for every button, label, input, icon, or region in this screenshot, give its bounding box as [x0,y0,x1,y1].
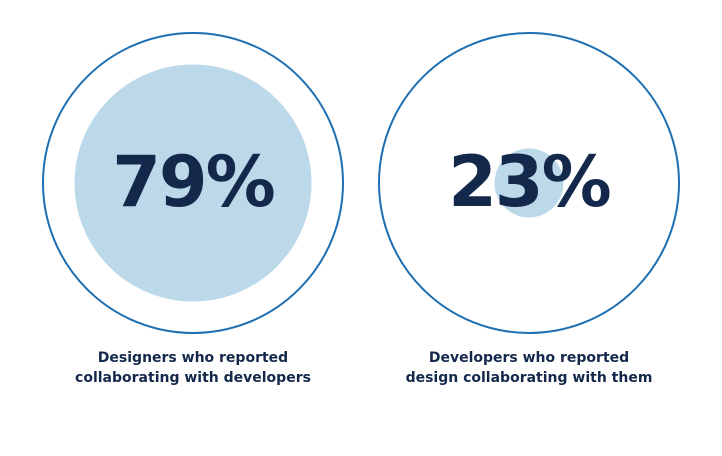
value-label: 23% [448,141,610,223]
category-label: Designers who reported collaborating wit… [75,350,311,386]
proportion-circle [74,64,312,302]
outer-circle [378,32,680,334]
outer-circle [42,32,344,334]
category-label: Developers who reported design collabora… [405,350,653,386]
proportion-circle [494,148,564,218]
value-label: 79% [112,141,274,223]
